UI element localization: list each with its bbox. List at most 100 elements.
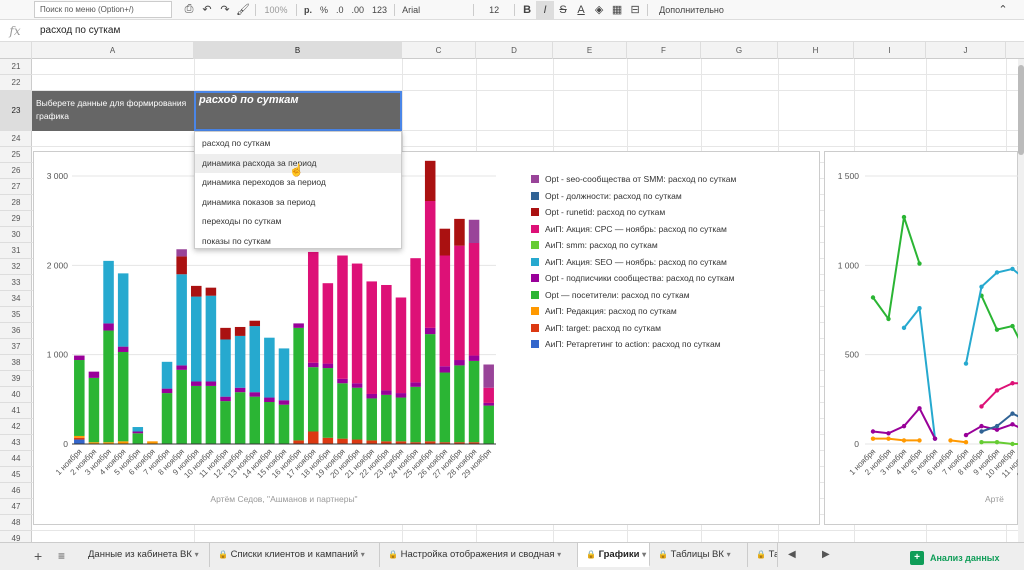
legend-item[interactable]: Opt - должности: расход по суткам [531,191,682,201]
row-header[interactable]: 26 [0,163,32,179]
fill-color-icon[interactable]: ◈ [594,4,604,16]
column-header[interactable]: D [476,42,553,59]
legend-item[interactable]: АиП: smm: расход по суткам [531,240,658,250]
number-format-select[interactable]: 123 [372,4,388,15]
line-chart[interactable]: 0 500 1 000 1 500 1 ноября 2 ноября 3 ноября 4 … [824,151,1024,525]
row-header[interactable]: 22 [0,75,32,91]
row-header[interactable]: 41 [0,403,32,419]
tab-vk-cabinet-data[interactable]: Данные из кабинета ВК ▾ [80,543,210,567]
collapse-icon[interactable]: ⌃ [998,4,1008,16]
column-header[interactable]: A [32,42,194,59]
column-header[interactable]: H [778,42,854,59]
strikethrough-button[interactable]: S [559,3,567,16]
tab-tables-partial[interactable]: 🔒 Таб [748,543,778,567]
chevron-down-icon[interactable]: ▾ [642,550,647,559]
row-header[interactable]: 32 [0,259,32,275]
paint-format-icon[interactable]: 🖌 [236,4,250,16]
currency-format-button[interactable]: р. [304,4,312,15]
legend-item[interactable]: АиП: Акция: SEO — ноябрь: расход по сутк… [531,257,727,267]
tab-display-settings[interactable]: 🔒 Настройка отображения и сводная ▾ [380,543,578,567]
data-validation-dropdown[interactable]: расход по суткам динамика расхода за пери… [194,131,402,249]
corner-cell[interactable] [0,42,32,59]
row-header[interactable]: 27 [0,179,32,195]
row-header[interactable]: 48 [0,515,32,531]
font-select[interactable]: Arial [402,4,421,15]
legend-item[interactable]: АиП: Ретаргетинг to action: расход по су… [531,339,721,349]
zoom-select[interactable]: 100% [264,4,288,15]
dropdown-option[interactable]: динамика показов за период [202,196,316,207]
tab-client-lists[interactable]: 🔒 Списки клиентов и кампаний ▾ [210,543,380,567]
chevron-down-icon[interactable]: ▾ [726,550,731,559]
row-header[interactable]: 31 [0,243,32,259]
row-header[interactable]: 42 [0,419,32,435]
chevron-down-icon[interactable]: ▾ [557,550,562,559]
legend-item[interactable]: Opt - подписчики сообщества: расход по с… [531,273,734,283]
row-header[interactable]: 37 [0,339,32,355]
legend-item[interactable]: АиП: target: расход по суткам [531,323,661,333]
dropdown-option[interactable]: динамика расхода за период [195,153,401,173]
legend-item[interactable]: АиП: Акция: CPC — ноябрь: расход по сутк… [531,224,727,234]
chevron-down-icon[interactable]: ▾ [360,550,365,559]
column-header[interactable]: I [854,42,926,59]
increase-decimal-button[interactable]: .00 [351,4,365,15]
scroll-tabs-right-icon[interactable]: ▶ [822,549,830,560]
redo-icon[interactable]: ↷ [220,4,230,16]
column-header[interactable]: E [553,42,627,59]
row-header[interactable]: 28 [0,195,32,211]
row-header[interactable]: 33 [0,275,32,291]
font-size-select[interactable]: 12 [489,4,500,15]
merge-cells-icon[interactable]: ⊟ [630,4,640,16]
borders-icon[interactable]: ▦ [611,4,623,16]
row-header[interactable]: 45 [0,467,32,483]
legend-item[interactable]: АиП: Редакция: расход по суткам [531,306,677,316]
row-header[interactable]: 47 [0,499,32,515]
column-header[interactable]: J [926,42,1006,59]
dropdown-option[interactable]: динамика переходов за период [202,177,326,187]
column-header[interactable]: B [194,42,402,59]
text-color-button[interactable]: A [577,3,585,16]
formula-input[interactable]: расход по суткам [40,25,121,36]
more-button[interactable]: Дополнительно [659,4,724,15]
row-header[interactable]: 24 [0,131,32,147]
row-header[interactable]: 46 [0,483,32,499]
dropdown-option[interactable]: показы по суткам [202,235,271,246]
row-header[interactable]: 44 [0,451,32,467]
chevron-down-icon[interactable]: ▾ [194,550,199,559]
percent-format-button[interactable]: % [320,4,329,15]
row-header[interactable]: 30 [0,227,32,243]
column-header[interactable]: C [402,42,476,59]
legend-item[interactable]: Opt — посетители: расход по суткам [531,290,690,300]
row-header[interactable]: 36 [0,323,32,339]
dropdown-option[interactable]: расход по суткам [202,138,271,148]
all-sheets-icon[interactable]: ≡ [58,549,66,563]
vertical-scrollbar[interactable] [1018,59,1024,542]
tab-vk-tables[interactable]: 🔒 Таблицы ВК ▾ [650,543,748,567]
add-sheet-icon[interactable]: + [34,548,43,564]
scrollbar-thumb[interactable] [1018,65,1024,155]
print-icon[interactable]: ⎙ [184,3,194,15]
selected-cell[interactable]: расход по суткам [194,91,402,131]
row-header[interactable]: 39 [0,371,32,387]
row-header[interactable]: 38 [0,355,32,371]
row-header[interactable]: 35 [0,307,32,323]
dropdown-option[interactable]: переходы по суткам [202,216,282,226]
scroll-tabs-left-icon[interactable]: ◀ [788,549,796,560]
italic-button[interactable]: I [536,0,555,19]
explore-button[interactable]: + Анализ данных [910,548,999,568]
bold-button[interactable]: B [523,3,532,16]
row-header[interactable]: 23 [0,91,32,131]
row-header[interactable]: 40 [0,387,32,403]
menu-search-input[interactable]: Поиск по меню (Option+/) [34,1,172,18]
undo-icon[interactable]: ↶ [202,4,212,16]
tab-charts[interactable]: 🔒 Графики ▾ [578,543,650,567]
column-header[interactable]: F [627,42,701,59]
legend-item[interactable]: Opt - runetid: расход по суткам [531,207,665,217]
row-header[interactable]: 29 [0,211,32,227]
legend-item[interactable]: Opt - seo-сообщества от SMM: расход по с… [531,174,736,184]
row-header[interactable]: 21 [0,59,32,75]
row-header[interactable]: 43 [0,435,32,451]
row-header[interactable]: 25 [0,147,32,163]
decrease-decimal-button[interactable]: .0 [336,4,344,15]
column-header[interactable]: G [701,42,778,59]
